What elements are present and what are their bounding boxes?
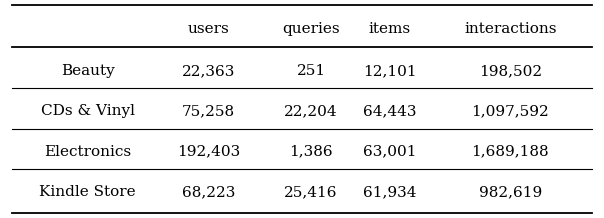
Text: Beauty: Beauty [61, 64, 114, 78]
Text: 22,204: 22,204 [284, 104, 338, 118]
Text: Kindle Store: Kindle Store [39, 185, 136, 199]
Text: 68,223: 68,223 [182, 185, 235, 199]
Text: 61,934: 61,934 [363, 185, 416, 199]
Text: 192,403: 192,403 [177, 145, 240, 158]
Text: 198,502: 198,502 [479, 64, 542, 78]
Text: 22,363: 22,363 [182, 64, 235, 78]
Text: 982,619: 982,619 [479, 185, 542, 199]
Text: 12,101: 12,101 [363, 64, 416, 78]
Text: queries: queries [282, 22, 340, 36]
Text: 64,443: 64,443 [363, 104, 416, 118]
Text: interactions: interactions [464, 22, 557, 36]
Text: 251: 251 [297, 64, 326, 78]
Text: 1,689,188: 1,689,188 [472, 145, 549, 158]
Text: users: users [187, 22, 230, 36]
Text: 1,386: 1,386 [289, 145, 333, 158]
Text: 25,416: 25,416 [284, 185, 338, 199]
Text: 75,258: 75,258 [182, 104, 235, 118]
Text: items: items [368, 22, 411, 36]
Text: CDs & Vinyl: CDs & Vinyl [40, 104, 135, 118]
Text: 63,001: 63,001 [363, 145, 416, 158]
Text: 1,097,592: 1,097,592 [472, 104, 549, 118]
Text: Electronics: Electronics [44, 145, 131, 158]
